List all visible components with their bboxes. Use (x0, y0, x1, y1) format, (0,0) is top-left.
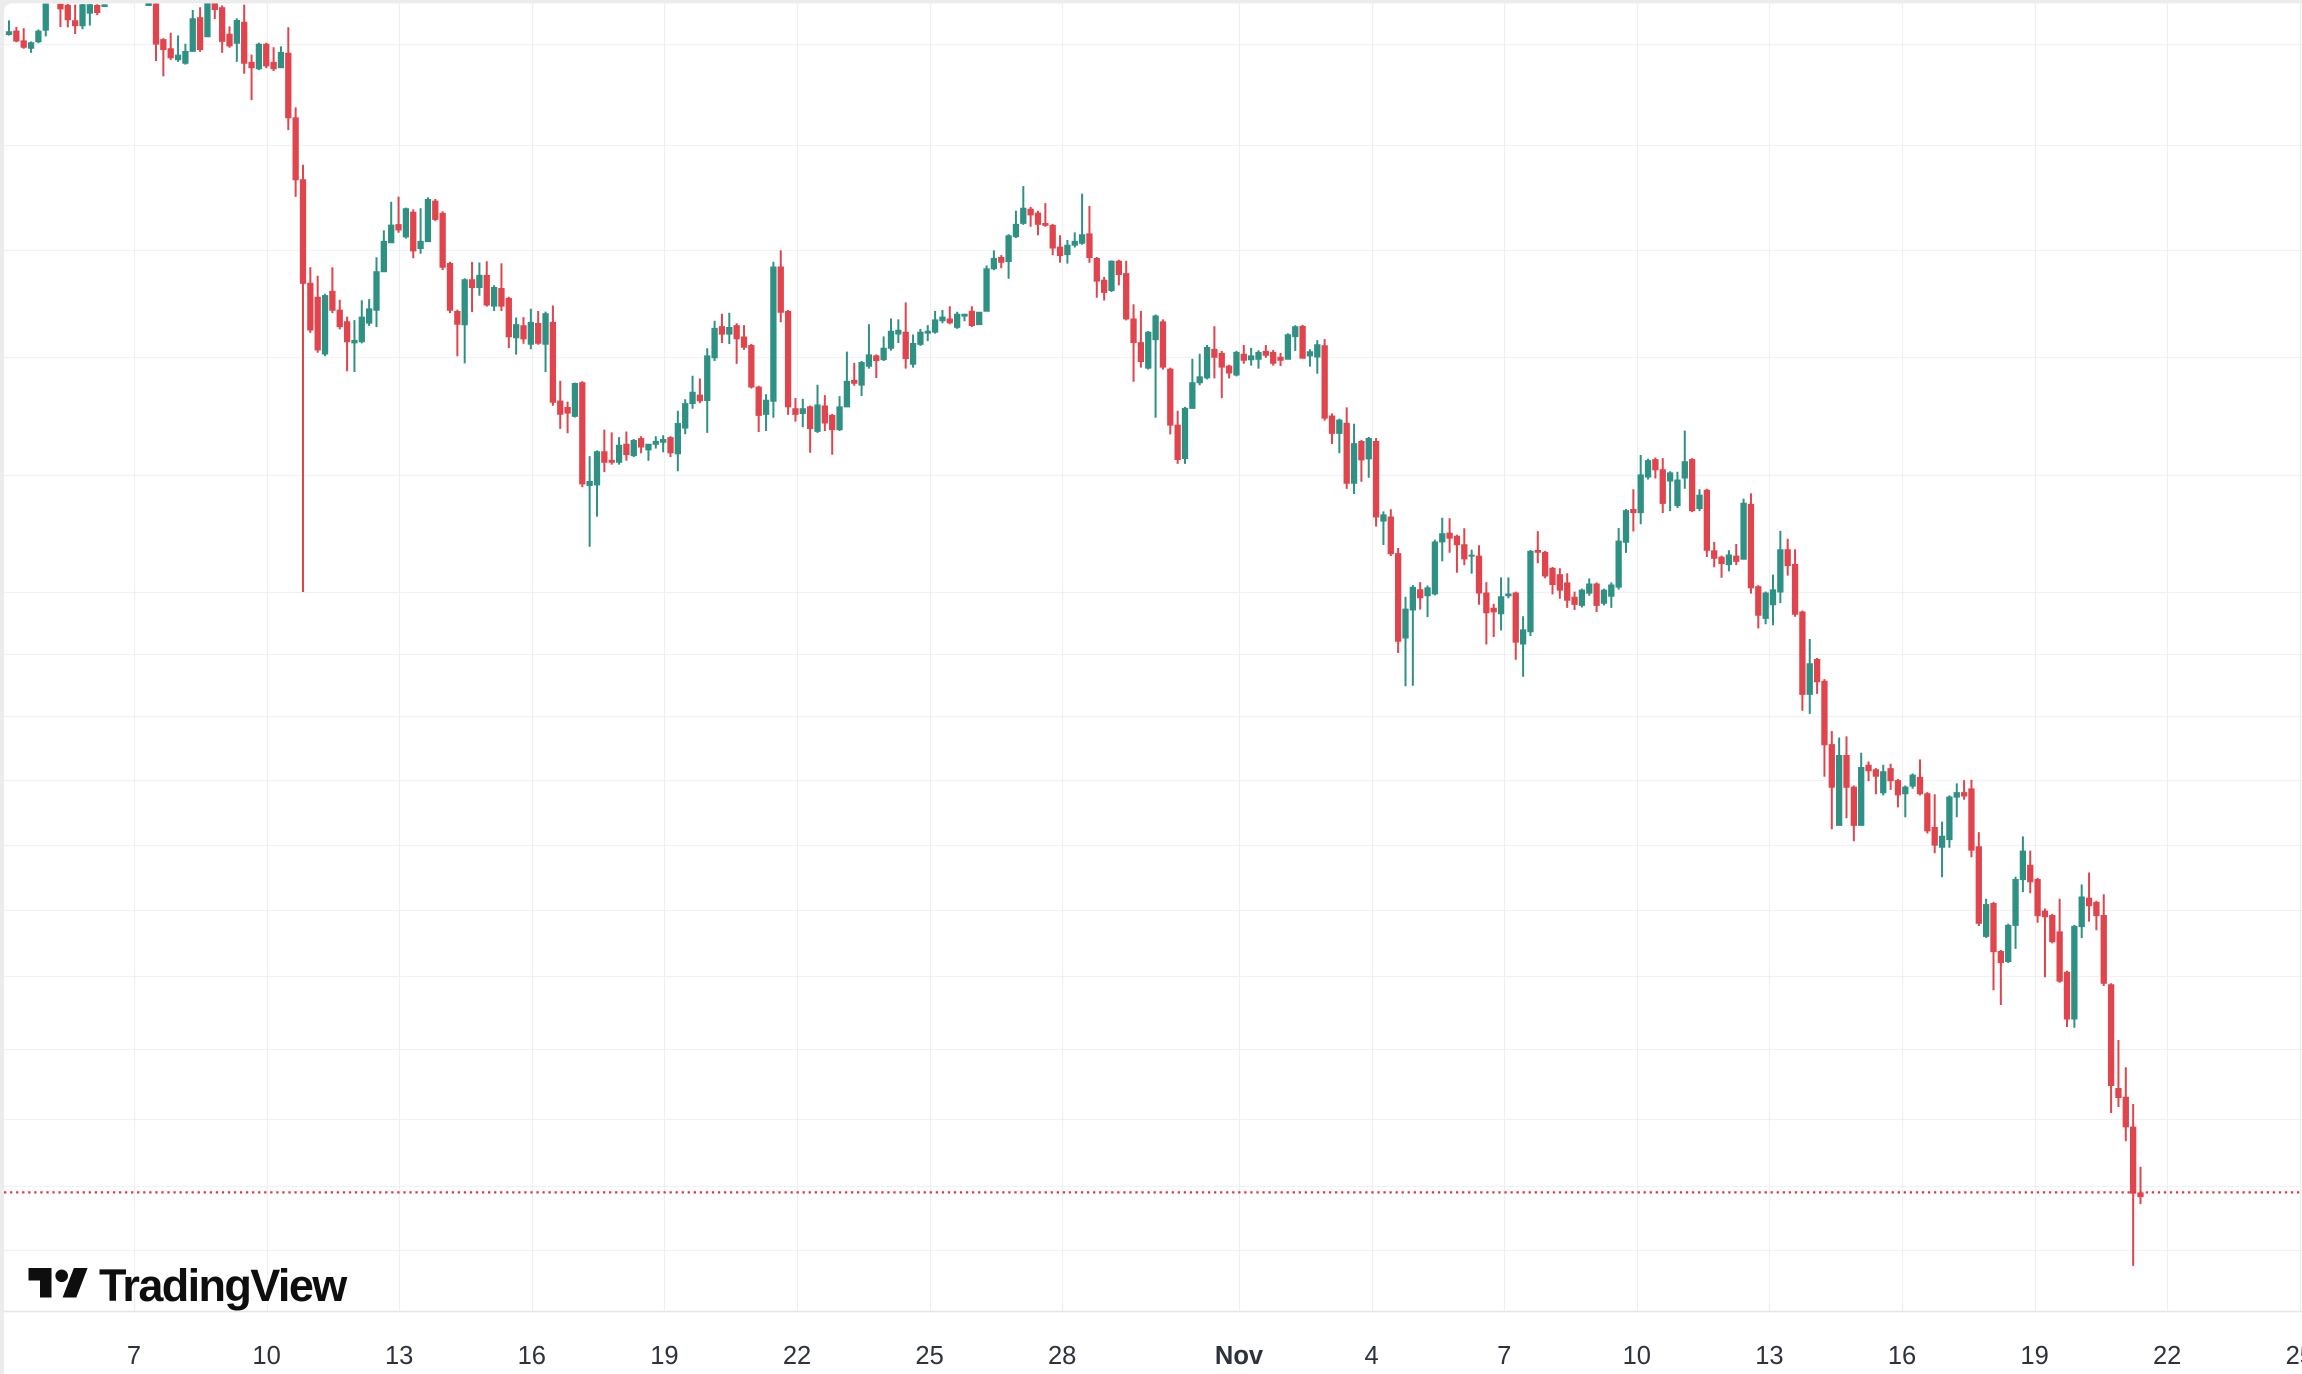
svg-text:19: 19 (2020, 1342, 2048, 1370)
svg-text:Nov: Nov (1215, 1342, 1264, 1370)
svg-text:4: 4 (1365, 1342, 1379, 1370)
svg-text:28: 28 (1048, 1342, 1076, 1370)
svg-text:7: 7 (1497, 1342, 1511, 1370)
svg-text:25: 25 (915, 1342, 943, 1370)
svg-text:10: 10 (252, 1342, 280, 1370)
svg-text:25: 25 (2286, 1342, 2302, 1370)
svg-text:22: 22 (783, 1342, 811, 1370)
svg-text:13: 13 (1755, 1342, 1783, 1370)
svg-text:10: 10 (1623, 1342, 1651, 1370)
svg-text:22: 22 (2153, 1342, 2181, 1370)
svg-text:7: 7 (127, 1342, 141, 1370)
svg-text:16: 16 (518, 1342, 546, 1370)
svg-text:13: 13 (385, 1342, 413, 1370)
svg-text:TradingView: TradingView (99, 1260, 348, 1311)
svg-text:16: 16 (1888, 1342, 1916, 1370)
svg-text:19: 19 (650, 1342, 678, 1370)
